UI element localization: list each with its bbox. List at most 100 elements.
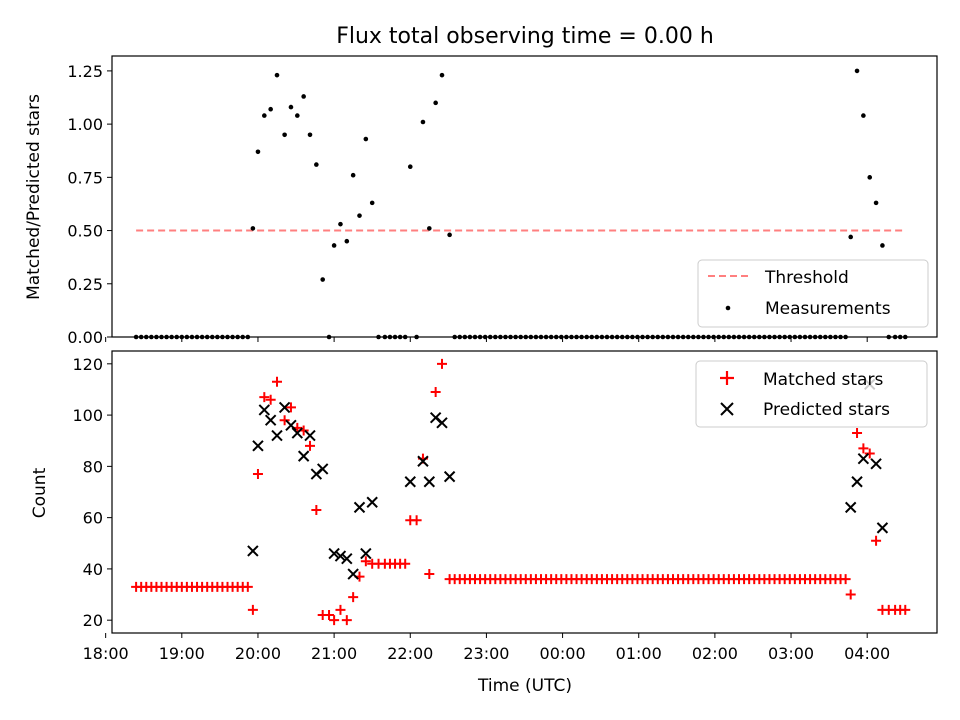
- predicted-star-point: [443, 470, 456, 483]
- x-axis-label: Time (UTC): [477, 676, 572, 696]
- y-tick-label: 0.50: [67, 222, 103, 241]
- measurement-point: [812, 334, 818, 340]
- measurement-point: [711, 334, 716, 340]
- measurement-point: [650, 334, 655, 340]
- measurement-point: [320, 277, 325, 282]
- measurement-point: [268, 106, 273, 112]
- x-tick-label: 19:00: [159, 644, 205, 663]
- measurement-point: [772, 334, 777, 340]
- predicted-star-point: [347, 568, 359, 580]
- matched-star-point: [840, 574, 851, 585]
- measurement-point: [433, 100, 438, 106]
- matched-star-point: [900, 604, 911, 615]
- y-tick-label: 0.25: [67, 275, 103, 294]
- measurement-point: [897, 334, 903, 340]
- measurement-point: [706, 334, 711, 340]
- measurement-point: [625, 334, 630, 340]
- predicted-star-point: [316, 463, 329, 475]
- measurement-point: [655, 334, 661, 340]
- measurement-point: [843, 334, 848, 340]
- measurement-point: [599, 334, 605, 340]
- measurement-point: [282, 132, 287, 138]
- measurement-point: [159, 334, 164, 340]
- predicted-star-point: [278, 401, 291, 414]
- measurement-point: [787, 334, 793, 340]
- matched-star-point: [279, 415, 290, 426]
- measurement-point: [301, 94, 306, 99]
- predicted-star-point: [404, 476, 416, 488]
- measurement-point: [295, 113, 300, 118]
- measurement-point: [892, 334, 898, 340]
- measurement-point: [288, 104, 294, 110]
- measurement-point: [528, 334, 534, 340]
- predicted-star-point: [304, 429, 316, 442]
- measurement-point: [861, 113, 866, 118]
- measurement-point: [741, 334, 747, 340]
- measurement-point: [230, 334, 235, 340]
- measurement-point: [701, 334, 706, 340]
- measurement-point: [559, 334, 564, 340]
- matched-star-point: [845, 589, 856, 600]
- y-tick-label: 0.00: [67, 328, 103, 347]
- predicted-star-point: [423, 476, 436, 488]
- measurement-point: [376, 334, 381, 340]
- measurement-point: [579, 334, 584, 340]
- bottom-legend-box: [695, 360, 928, 428]
- matched-star-point: [348, 592, 359, 603]
- measurement-point: [149, 334, 154, 340]
- y-tick-label: 40: [83, 560, 103, 579]
- x-tick-label: 22:00: [387, 644, 433, 663]
- measurement-point: [457, 334, 463, 340]
- predicted-star-point: [328, 547, 340, 560]
- legend-measurements-label: Measurements: [765, 299, 891, 319]
- matched-star-point: [871, 535, 882, 546]
- y-tick-label: 60: [83, 509, 103, 528]
- measurement-point: [255, 149, 261, 155]
- measurement-point: [508, 334, 513, 340]
- measurement-point: [199, 334, 205, 340]
- matched-star-point: [864, 448, 875, 459]
- top-data-marks: [133, 68, 908, 340]
- measurement-point: [462, 334, 468, 340]
- measurement-point: [447, 232, 452, 238]
- y-tick-label: 1.00: [67, 115, 103, 134]
- x-tick-label: 21:00: [311, 644, 357, 663]
- x-tick-label: 04:00: [844, 644, 890, 663]
- legend-predicted-swatch: [720, 402, 734, 416]
- predicted-star-point: [291, 427, 304, 439]
- measurement-point: [807, 334, 813, 340]
- predicted-star-point: [264, 414, 277, 426]
- measurement-point: [487, 334, 493, 340]
- legend-matched-swatch: [720, 371, 734, 385]
- measurement-point: [482, 334, 488, 340]
- measurement-point: [817, 334, 823, 340]
- measurement-point: [609, 334, 615, 340]
- measurement-point: [685, 334, 691, 340]
- matched-star-point: [265, 394, 276, 405]
- measurement-point: [138, 334, 144, 340]
- predicted-star-point: [436, 417, 448, 429]
- matched-star-point: [305, 440, 315, 451]
- measurement-point: [184, 334, 190, 340]
- measurement-point: [757, 334, 762, 340]
- measurement-point: [665, 334, 671, 340]
- predicted-star-point: [844, 501, 857, 514]
- measurement-point: [640, 334, 645, 340]
- x-tick-label: 18:00: [83, 644, 129, 663]
- matched-star-point: [329, 615, 340, 626]
- predicted-star-point: [353, 501, 366, 514]
- measurement-point: [762, 334, 767, 340]
- predicted-star-point: [857, 452, 870, 465]
- bottom-plot-frame: [111, 350, 938, 634]
- top-y-axis-label: Matched/Predicted stars: [24, 94, 44, 300]
- measurement-point: [407, 164, 413, 169]
- bottom-axis-ticks: 20 40 60 80 100 120 18:00 19:00 20:00 21:00 22:00 2…: [72, 355, 890, 663]
- matched-star-point: [411, 515, 422, 526]
- measurement-point: [250, 226, 256, 231]
- measurement-point: [873, 200, 879, 206]
- measurement-point: [215, 334, 220, 340]
- measurement-point: [802, 334, 808, 340]
- measurement-point: [797, 334, 803, 340]
- matched-star-point: [400, 558, 411, 569]
